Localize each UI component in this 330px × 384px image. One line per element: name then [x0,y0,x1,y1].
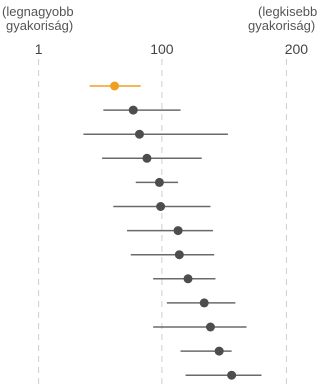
data-point-6 [173,226,183,236]
data-point-2 [134,129,144,139]
data-point-10 [205,322,215,332]
data-point-12 [227,370,237,380]
left-end-label-line-2: gyakoriság) [6,18,73,33]
data-point-1 [128,105,138,115]
x-tick-label-0: 1 [35,41,43,57]
x-axis-ticks: 1 100 200 [35,41,309,57]
right-end-label-line-1: (legkisebb [258,4,317,19]
data-point-11 [214,346,224,356]
data-point-0 [110,81,120,91]
grid-lines [38,48,287,384]
left-end-label-line-1: (legnagyobb [2,4,74,19]
data-point-4 [154,177,164,187]
data-point-5 [156,202,166,211]
data-point-3 [142,153,152,163]
x-tick-label-1: 100 [150,41,174,57]
data-point-9 [199,298,209,308]
x-tick-label-2: 200 [285,41,309,57]
data-points [83,81,262,380]
right-end-label-line-2: gyakoriság) [248,18,315,33]
data-point-7 [174,250,184,260]
data-point-8 [183,274,193,284]
